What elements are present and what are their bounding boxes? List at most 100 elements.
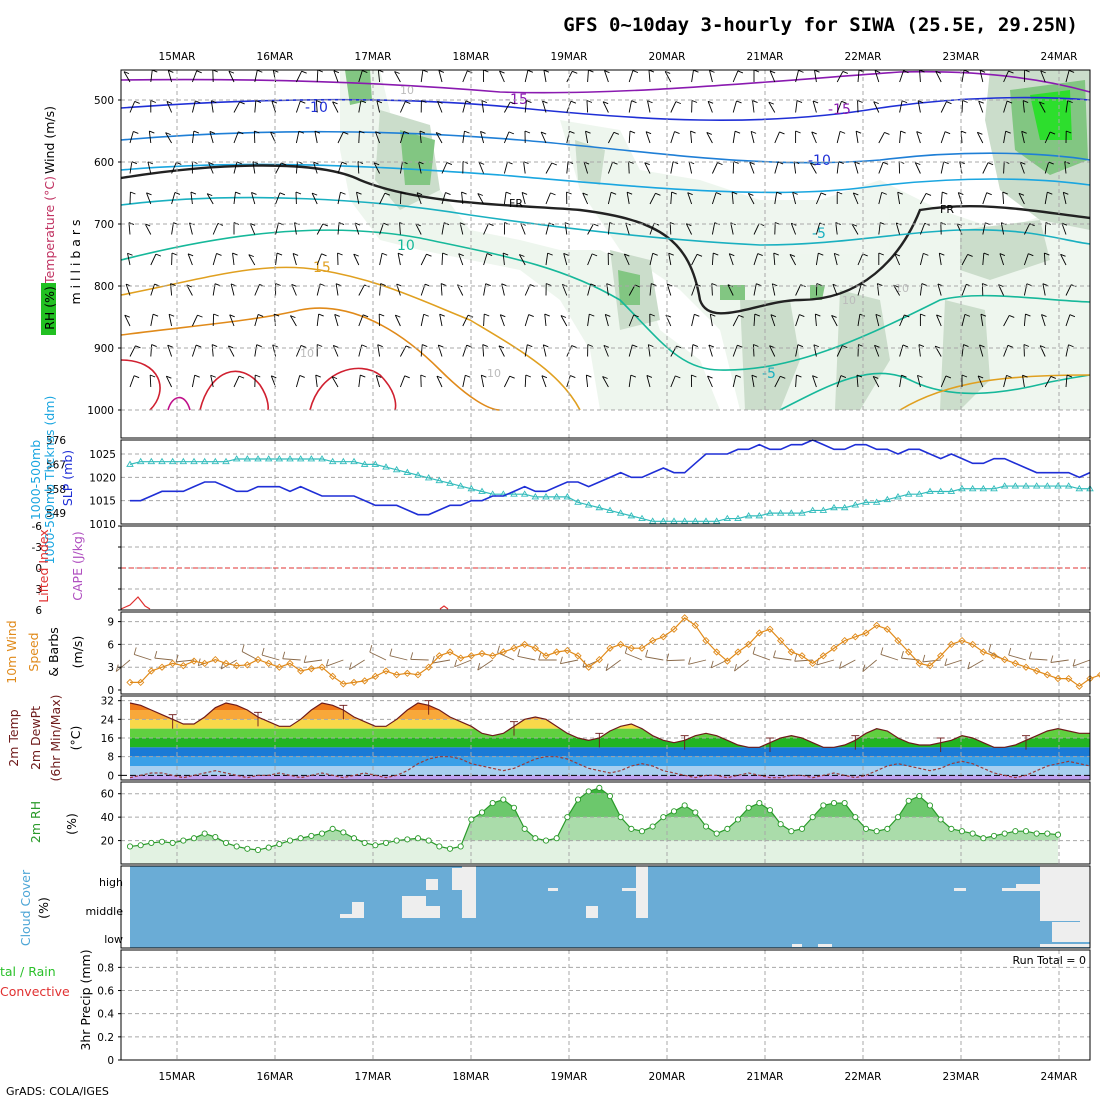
wind-barb-flag	[1008, 70, 1014, 74]
wind-barb	[874, 345, 880, 357]
wind-barb	[1021, 131, 1025, 144]
wind-barb-flag	[170, 283, 176, 286]
rh2m-panel: 60 40 20 2m RH (%)	[28, 781, 1091, 865]
wind-barb	[233, 101, 241, 113]
surface-barb-flag	[688, 657, 691, 665]
ylabel-temperature: Temperature (°C)	[42, 176, 57, 285]
wind-barb	[462, 100, 467, 113]
wind-barb-flag	[379, 313, 385, 317]
wind-barb-flag	[171, 252, 178, 256]
surface-barb	[794, 659, 813, 662]
wind-barb-flag	[979, 344, 985, 348]
surface-barb-flag	[175, 654, 179, 663]
wind-barb-flag	[1028, 253, 1034, 257]
li-tick-label: -3	[32, 542, 42, 554]
wind-barb	[377, 344, 381, 357]
thickness-point	[659, 517, 668, 524]
wind-barb-flag	[769, 345, 775, 349]
wind-barb	[337, 132, 344, 144]
wind-speed-point	[521, 640, 529, 649]
wind-barb-flag	[543, 344, 549, 348]
wind-speed-point	[627, 644, 635, 652]
sounding-grid	[121, 70, 1090, 438]
surface-barb	[688, 659, 707, 665]
wind-barb	[275, 222, 279, 235]
wind-barb-flag	[1007, 344, 1014, 348]
wind-barb	[399, 131, 405, 144]
surface-barb	[369, 651, 387, 661]
wind-barb	[420, 254, 427, 266]
wind-barb	[1003, 70, 1009, 83]
surface-barb-flag	[752, 646, 756, 654]
wind-barb	[919, 253, 924, 266]
wind-barb-flag	[874, 344, 880, 348]
wind-barb-flag	[562, 283, 568, 287]
wind-barb	[688, 161, 693, 174]
wind-barb	[191, 70, 198, 83]
wind-barb	[316, 314, 320, 327]
wind-barb	[480, 375, 485, 388]
wind-barb-flag	[872, 375, 879, 379]
wind-barb-flag	[881, 191, 887, 195]
wind-barb-flag	[901, 374, 907, 378]
wind-barb	[1044, 222, 1047, 235]
wind-barb	[482, 344, 485, 357]
wind-barb	[436, 375, 443, 388]
wind-barb	[731, 192, 734, 205]
wind-speed-point	[137, 678, 145, 687]
wind-barb	[813, 344, 817, 357]
temp-tick-label: 8	[107, 752, 114, 764]
rh-point	[244, 845, 251, 852]
wind-barb-flag	[131, 161, 138, 165]
thickness-line	[129, 458, 1090, 522]
wind-barb-flag	[551, 162, 557, 166]
wind-speed-point	[211, 655, 219, 664]
thickness-point	[1064, 482, 1073, 489]
wind-barb	[1023, 314, 1026, 327]
ylabel-convective: Convective	[0, 984, 70, 999]
wind-barb-flag	[193, 130, 200, 134]
wind-speed-point	[553, 648, 561, 656]
wind-barb-flag	[481, 374, 487, 378]
wind-barb-flag	[797, 344, 804, 348]
wind-speed-point	[659, 633, 667, 641]
wind-barb	[441, 192, 446, 205]
wind-barb-flag	[894, 253, 901, 257]
temp-color-band	[130, 703, 1090, 710]
wind-barb	[543, 70, 547, 83]
wind-speed-point	[777, 636, 785, 645]
wind-barb	[524, 70, 529, 83]
surface-barb-flag	[325, 659, 329, 667]
wind-barb	[979, 70, 984, 83]
wind-barb-flag	[528, 314, 534, 317]
thickness-point	[531, 493, 540, 500]
wind-barb	[709, 314, 713, 327]
wind-barb	[957, 192, 963, 205]
wind-barb	[358, 314, 364, 327]
wind-barb-flag	[155, 253, 162, 257]
wind-speed-point	[307, 665, 315, 673]
thickness-point	[894, 493, 902, 500]
wind-barb-flag	[853, 192, 859, 196]
thickness-point	[1054, 482, 1062, 489]
precip-tick-label: 0	[107, 1055, 114, 1067]
wind-barb	[670, 375, 676, 388]
wind-barb-flag	[279, 192, 286, 196]
surface-barb	[1008, 654, 1027, 661]
wind-barb-flag	[799, 314, 805, 318]
wind-barb	[732, 345, 738, 357]
wind-barb-flag	[332, 101, 338, 105]
wind-barb	[1023, 223, 1031, 235]
wind-barb-flag	[527, 69, 534, 73]
wind-barb-flag	[873, 101, 879, 105]
ylabel-thickness: 1000-500mb Thcknss (dm)	[42, 396, 57, 565]
wind-barb	[249, 223, 256, 235]
wind-barb	[628, 100, 632, 113]
wind-barb	[233, 192, 236, 205]
wind-speed-point	[201, 659, 209, 668]
ylabel-2m-temp: 2m Temp	[6, 709, 21, 766]
surface-barb	[410, 658, 429, 661]
surface-barb	[326, 659, 344, 667]
wind-barb-flag	[838, 161, 844, 165]
wind-barb	[795, 100, 798, 113]
